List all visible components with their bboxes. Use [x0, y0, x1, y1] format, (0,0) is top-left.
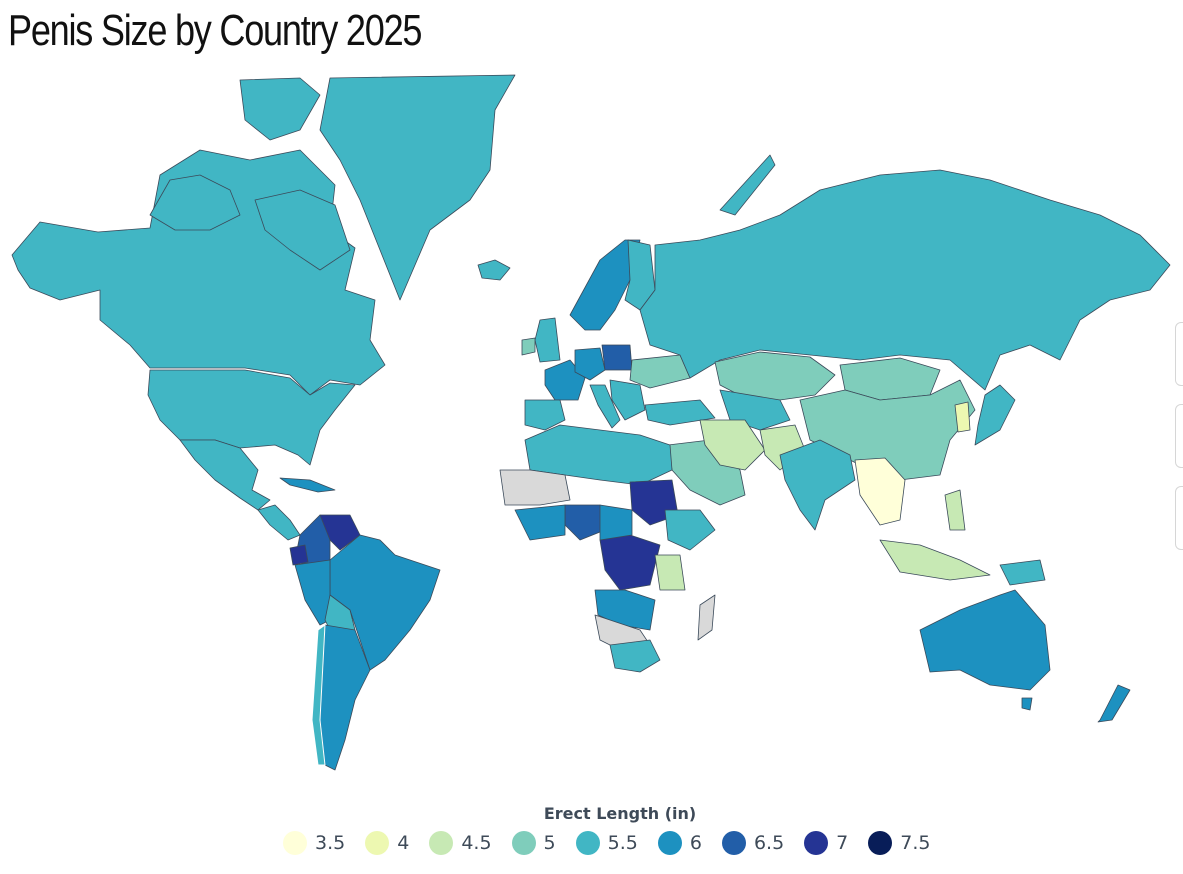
page-title: Penis Size by Country 2025	[8, 6, 422, 55]
legend-label: 4.5	[461, 832, 492, 854]
side-panel-tab[interactable]	[1175, 404, 1183, 468]
country-ecuador[interactable]	[289, 544, 309, 566]
country-balkans[interactable]	[609, 379, 646, 421]
legend-label: 3.5	[315, 832, 346, 854]
legend-swatch	[365, 831, 390, 855]
country-philippines[interactable]	[944, 489, 966, 531]
country-new-zealand[interactable]	[1097, 684, 1131, 723]
country-kazakhstan[interactable]	[714, 351, 836, 401]
legend-item[interactable]: 5.5	[575, 831, 638, 855]
legend-swatch	[283, 831, 307, 855]
legend-label: 6	[689, 832, 702, 854]
country-tasmania[interactable]	[1021, 697, 1033, 711]
legend-swatch	[868, 831, 893, 855]
country-ethiopia[interactable]	[664, 509, 716, 551]
side-panel-tab[interactable]	[1175, 486, 1183, 550]
country-central-america[interactable]	[257, 504, 301, 541]
country-cuba[interactable]	[279, 477, 336, 493]
legend-swatch	[657, 831, 682, 855]
legend-item[interactable]: 6	[657, 831, 702, 855]
country-korea[interactable]	[954, 401, 971, 433]
country-canada-islands[interactable]	[149, 174, 241, 231]
legend-swatch	[804, 831, 829, 855]
legend-title: Erect Length (in)	[543, 804, 697, 823]
country-indonesia[interactable]	[879, 539, 991, 581]
country-italy[interactable]	[589, 384, 621, 429]
country-germany[interactable]	[574, 347, 606, 381]
country-spain[interactable]	[524, 399, 566, 431]
country-central-africa[interactable]	[599, 504, 633, 541]
side-panel-tab[interactable]	[1175, 322, 1183, 386]
country-novaya-zemlya[interactable]	[719, 154, 776, 216]
legend-label: 6.5	[753, 832, 785, 854]
country-uk[interactable]	[534, 317, 561, 363]
legend-swatch	[721, 831, 746, 855]
country-canada-baffin[interactable]	[254, 189, 351, 271]
legend-item[interactable]: 4	[365, 831, 409, 855]
country-south-africa[interactable]	[609, 639, 661, 673]
country-iceland[interactable]	[477, 259, 511, 281]
country-ukraine[interactable]	[629, 354, 691, 389]
country-nigeria[interactable]	[564, 504, 606, 541]
legend-label: 7	[836, 832, 849, 854]
legend-label: 5	[543, 832, 556, 854]
country-turkey[interactable]	[644, 399, 716, 426]
legend-label: 5.5	[607, 832, 638, 854]
country-mexico[interactable]	[179, 439, 271, 511]
legend: 3.5 4 4.5 5 5.5 6 6.5 7 7.5	[283, 829, 950, 857]
legend-swatch	[511, 831, 536, 855]
country-india[interactable]	[779, 439, 856, 531]
country-south-east-asia[interactable]	[854, 457, 906, 526]
country-iran[interactable]	[699, 419, 766, 471]
country-west-coast[interactable]	[514, 504, 566, 541]
legend-label: 4	[397, 832, 410, 854]
country-japan[interactable]	[974, 384, 1016, 446]
country-west-africa-nodata[interactable]	[499, 469, 571, 506]
country-chile[interactable]	[311, 624, 326, 766]
country-greenland[interactable]	[319, 74, 516, 301]
country-usa[interactable]	[147, 369, 356, 466]
country-kenya[interactable]	[654, 554, 686, 591]
legend-item[interactable]: 3.5	[283, 831, 345, 855]
country-russia[interactable]	[639, 169, 1171, 391]
legend-item[interactable]: 4.5	[429, 831, 492, 855]
world-map	[0, 72, 1183, 792]
country-congo[interactable]	[599, 534, 661, 591]
country-australia[interactable]	[919, 589, 1051, 691]
country-madagascar[interactable]	[697, 594, 716, 641]
legend-item[interactable]: 7	[804, 831, 848, 855]
country-poland[interactable]	[601, 344, 633, 371]
country-papua-new-guinea[interactable]	[999, 559, 1046, 586]
country-ireland[interactable]	[521, 337, 536, 356]
legend-swatch	[575, 831, 600, 855]
legend-item[interactable]: 6.5	[721, 831, 785, 855]
legend-label: 7.5	[900, 832, 931, 854]
country-canada-north[interactable]	[239, 77, 321, 141]
legend-item[interactable]: 7.5	[868, 831, 930, 855]
country-venezuela[interactable]	[319, 514, 361, 551]
legend-item[interactable]: 5	[511, 831, 556, 855]
legend-swatch	[429, 831, 454, 855]
